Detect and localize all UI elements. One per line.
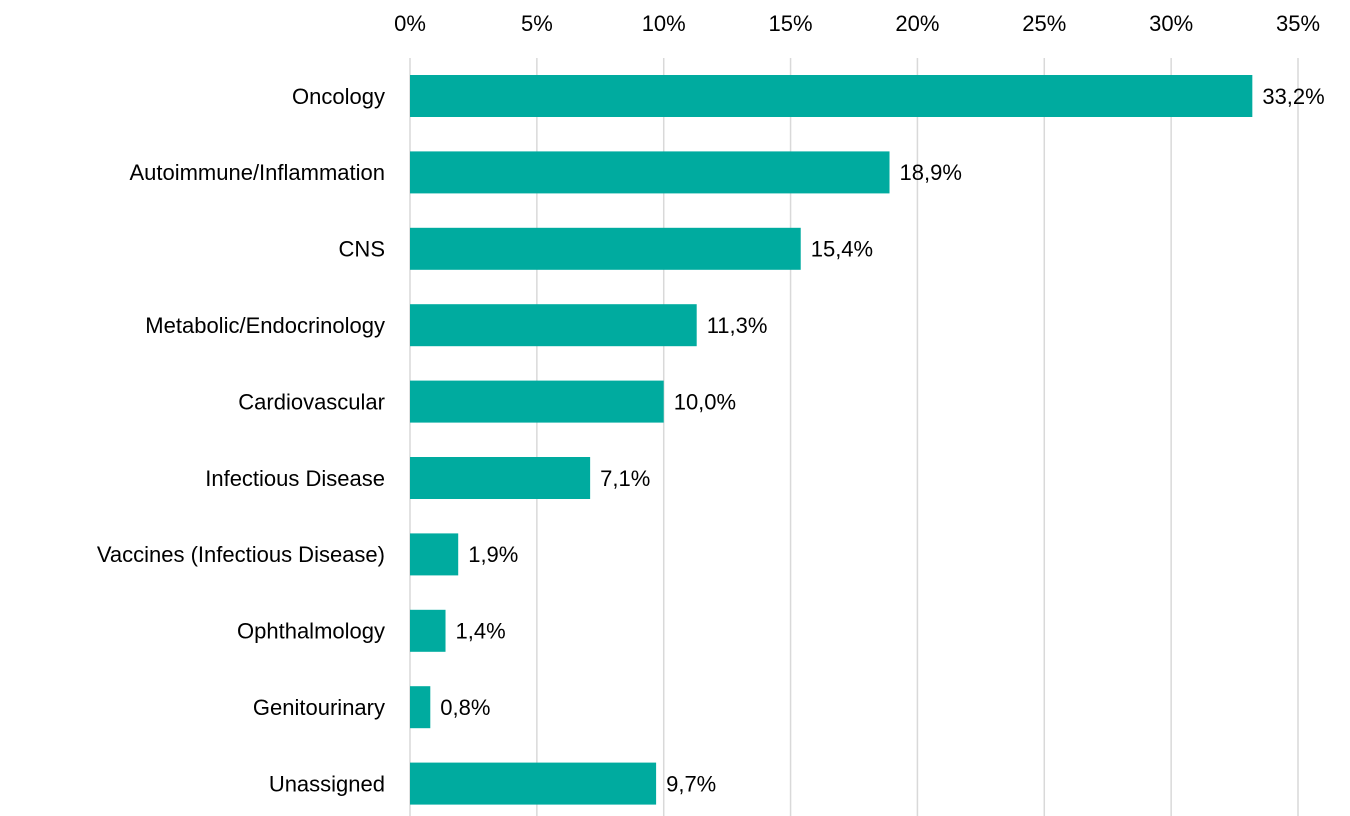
data-label: 33,2%	[1262, 84, 1324, 109]
bar	[410, 457, 591, 499]
bar	[410, 380, 664, 423]
y-tick-label: Genitourinary	[253, 695, 385, 720]
x-tick-label: 20%	[895, 11, 939, 36]
y-tick-label: Infectious Disease	[205, 466, 385, 491]
y-tick-label: CNS	[339, 237, 385, 262]
data-label: 1,4%	[456, 619, 506, 644]
x-tick-label: 35%	[1276, 11, 1320, 36]
y-tick-label: Metabolic/Endocrinology	[145, 313, 385, 338]
bar	[410, 533, 459, 576]
data-label: 7,1%	[600, 466, 650, 491]
y-tick-label: Vaccines (Infectious Disease)	[97, 542, 385, 567]
bar	[410, 609, 446, 652]
x-tick-label: 25%	[1022, 11, 1066, 36]
x-tick-label: 10%	[642, 11, 686, 36]
bar	[410, 304, 697, 347]
y-tick-label: Oncology	[292, 84, 385, 109]
y-tick-label: Ophthalmology	[237, 619, 385, 644]
bar	[410, 686, 431, 729]
bar	[410, 151, 890, 194]
bar	[410, 227, 801, 270]
data-label: 15,4%	[811, 237, 873, 262]
data-label: 18,9%	[900, 160, 962, 185]
data-label: 0,8%	[440, 695, 490, 720]
bar	[410, 75, 1253, 117]
x-tick-label: 5%	[521, 11, 553, 36]
y-tick-label: Autoimmune/Inflammation	[129, 160, 385, 185]
x-tick-label: 30%	[1149, 11, 1193, 36]
x-tick-label: 0%	[394, 11, 426, 36]
y-tick-label: Cardiovascular	[238, 389, 385, 414]
data-label: 10,0%	[674, 389, 736, 414]
data-label: 9,7%	[666, 771, 716, 796]
data-label: 11,3%	[707, 313, 768, 338]
x-tick-label: 15%	[769, 11, 813, 36]
data-label: 1,9%	[468, 542, 518, 567]
bar	[410, 762, 657, 805]
y-tick-label: Unassigned	[269, 771, 385, 796]
